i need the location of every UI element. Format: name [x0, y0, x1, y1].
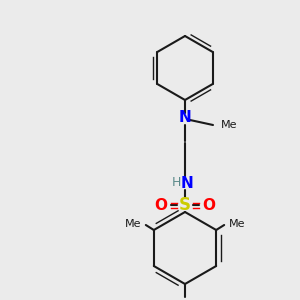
- Text: Me: Me: [229, 219, 245, 229]
- Text: Me: Me: [124, 219, 141, 229]
- Text: S: S: [179, 196, 191, 214]
- Text: H: H: [171, 176, 181, 190]
- Text: O: O: [202, 197, 215, 212]
- Text: N: N: [181, 176, 194, 190]
- Text: O: O: [154, 197, 167, 212]
- Text: Me: Me: [221, 120, 238, 130]
- Text: N: N: [178, 110, 191, 125]
